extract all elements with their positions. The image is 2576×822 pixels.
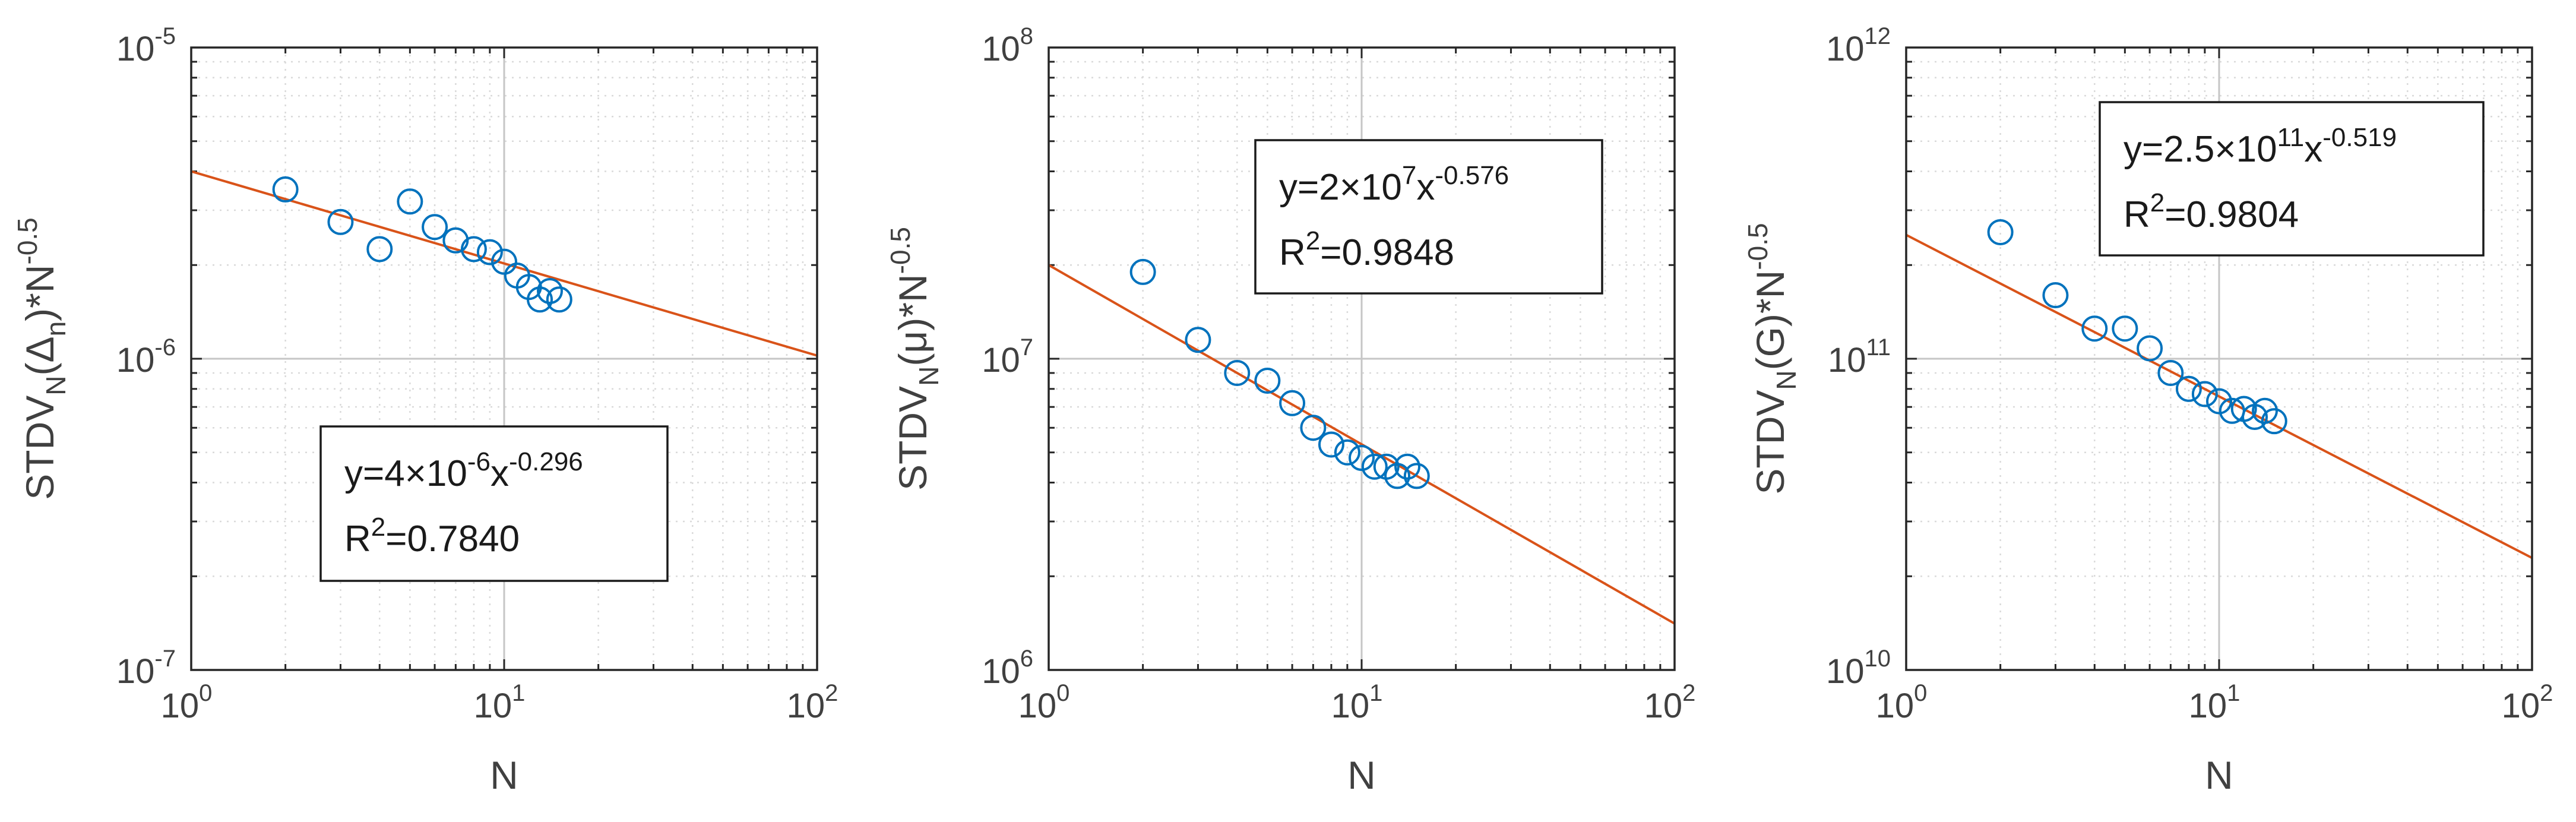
data-point — [1334, 439, 1360, 466]
data-point — [1384, 463, 1411, 489]
data-point — [1129, 258, 1156, 285]
data-point — [491, 248, 517, 275]
annotation-box — [1254, 139, 1603, 295]
y-tick-label: 10-7 — [116, 646, 176, 691]
x-axis-label: N — [1347, 753, 1376, 797]
y-axis-label: STDVN(μ)*N-0.5 — [885, 227, 944, 491]
data-point — [272, 176, 299, 203]
data-point — [397, 188, 423, 215]
x-tick-label: 101 — [1331, 680, 1383, 725]
annotation-box — [2099, 101, 2485, 257]
fit-annotation: y=2.5×1011x-0.519 R2=0.9804 — [2099, 101, 2485, 257]
x-axis-label: N — [490, 753, 518, 797]
fit-line — [191, 170, 817, 357]
data-point — [476, 239, 503, 265]
y-tick-label: 1012 — [1826, 23, 1891, 68]
chart-panel-1: 100 101 102 10-7 10-6 10-5 N STDVN(Δn)*N-0.5 y=4… — [12, 23, 838, 797]
chart-panel-2: 100 101 102 106 107 108 N STDVN(μ)*N-0.5 y=2×107… — [885, 23, 1695, 797]
data-point — [1349, 445, 1375, 472]
r-squared: R2=0.7840 — [344, 513, 520, 559]
data-point — [2252, 397, 2278, 424]
y-tick-label: 106 — [982, 646, 1033, 691]
data-point — [366, 236, 393, 263]
data-point — [2112, 315, 2138, 342]
axes-box — [1048, 46, 1676, 671]
data-point — [527, 286, 553, 313]
data-point — [1361, 453, 1388, 480]
data-point — [1254, 367, 1281, 394]
tick-marks — [1048, 46, 1676, 671]
r-squared: R2=0.9848 — [1279, 226, 1454, 273]
data-point — [2191, 381, 2218, 407]
fit-line — [1049, 264, 1675, 625]
data-point — [537, 278, 564, 305]
data-point — [422, 214, 448, 241]
annotation-box — [319, 425, 669, 582]
data-point — [1394, 453, 1421, 480]
data-point — [2175, 375, 2202, 402]
data-point — [1318, 431, 1344, 458]
chart-panel-3: 100 101 102 1010 1011 1012 N STDVN(G)*N-0.5 y=2.… — [1742, 23, 2553, 797]
x-tick-label: 101 — [474, 680, 526, 725]
data-point — [327, 208, 354, 235]
fit-equation: y=4×10-6x-0.296 — [344, 447, 583, 494]
x-axis-label: N — [2205, 753, 2233, 797]
r-squared: R2=0.9804 — [2124, 188, 2299, 235]
axes-box — [1905, 46, 2533, 671]
x-tick-label: 102 — [787, 680, 838, 725]
data-point — [1403, 463, 1430, 489]
y-axis-label: STDVN(Δn)*N-0.5 — [12, 217, 71, 500]
data-points — [272, 176, 572, 313]
y-tick-label: 107 — [982, 334, 1033, 380]
x-tick-label: 100 — [1018, 680, 1070, 725]
data-point — [2042, 282, 2069, 309]
x-tick-label: 102 — [1644, 680, 1696, 725]
data-point — [2157, 359, 2184, 386]
data-point — [2206, 388, 2232, 415]
fit-annotation: y=4×10-6x-0.296 R2=0.7840 — [319, 425, 669, 582]
x-tick-label: 102 — [2502, 680, 2553, 725]
data-point — [2261, 408, 2287, 435]
y-tick-label: 108 — [982, 23, 1033, 68]
data-point — [1279, 390, 1306, 416]
data-point — [1300, 415, 1327, 441]
data-point — [460, 236, 487, 263]
y-tick-label: 10-6 — [116, 334, 176, 380]
data-point — [1185, 327, 1211, 353]
y-tick-label: 10-5 — [116, 23, 176, 68]
y-tick-label: 1010 — [1826, 646, 1891, 691]
x-tick-label: 100 — [161, 680, 213, 725]
fit-equation: y=2.5×1011x-0.519 — [2124, 123, 2397, 170]
data-points — [1987, 219, 2287, 435]
x-tick-label: 101 — [2189, 680, 2240, 725]
y-tick-label: 1011 — [1828, 334, 1891, 380]
data-point — [2081, 315, 2108, 342]
x-tick-label: 100 — [1876, 680, 1928, 725]
data-point — [2137, 335, 2163, 362]
y-axis-label: STDVN(G)*N-0.5 — [1742, 223, 1802, 494]
fit-line — [1906, 233, 2532, 559]
data-point — [1987, 219, 2014, 245]
data-point — [546, 286, 572, 313]
fit-equation: y=2×107x-0.576 — [1279, 161, 1509, 208]
axes-box — [190, 46, 818, 671]
data-point — [1224, 359, 1251, 386]
data-points — [1129, 258, 1430, 489]
grid — [191, 48, 817, 670]
fit-annotation: y=2×107x-0.576 R2=0.9848 — [1254, 139, 1603, 295]
